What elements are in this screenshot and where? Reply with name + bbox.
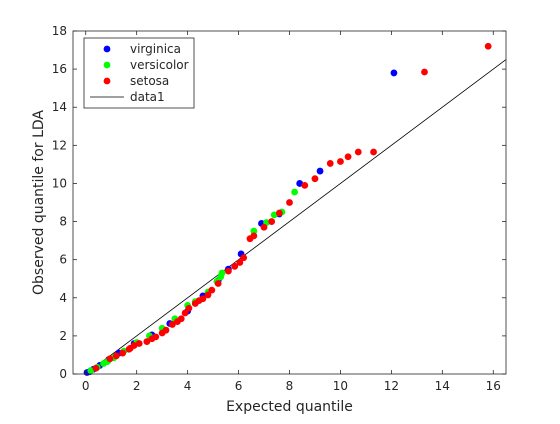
point-setosa <box>106 355 114 363</box>
y-axis-label: Observed quantile for LDA <box>31 110 47 295</box>
x-tick-label: 12 <box>384 379 399 393</box>
legend-label-versicolor: versicolor <box>130 58 189 72</box>
point-setosa <box>208 286 216 294</box>
y-tick-label: 2 <box>59 329 67 343</box>
point-setosa <box>421 68 428 76</box>
y-tick-label: 18 <box>52 24 67 38</box>
reference-line-data1 <box>85 59 507 375</box>
point-setosa <box>143 338 151 346</box>
point-setosa <box>130 342 138 349</box>
y-ticks: 0 2 4 6 8 10 12 14 16 18 <box>52 24 506 381</box>
point-virginica <box>390 69 398 77</box>
y-tick-label: 0 <box>59 367 67 381</box>
point-setosa <box>119 349 127 357</box>
point-setosa <box>240 254 248 262</box>
point-versicolor <box>218 269 226 277</box>
point-setosa <box>204 291 212 299</box>
y-tick-label: 14 <box>52 100 67 114</box>
point-setosa <box>231 262 239 270</box>
point-setosa <box>260 223 268 231</box>
y-tick-label: 8 <box>59 215 67 229</box>
point-setosa <box>326 160 334 167</box>
point-setosa <box>177 315 185 323</box>
point-versicolor <box>291 188 298 196</box>
point-setosa <box>337 158 344 165</box>
x-tick-label: 10 <box>333 379 348 393</box>
point-setosa <box>152 333 160 341</box>
x-axis-label: Expected quantile <box>226 399 353 415</box>
point-setosa <box>224 267 232 275</box>
point-setosa <box>484 42 492 50</box>
x-tick-label: 14 <box>435 379 450 393</box>
point-setosa <box>162 326 170 334</box>
point-setosa <box>344 153 352 161</box>
x-tick-label: 2 <box>133 379 141 393</box>
point-setosa <box>92 364 100 372</box>
point-setosa <box>275 209 283 217</box>
points-layer <box>83 42 492 376</box>
point-versicolor <box>87 367 95 374</box>
point-setosa <box>199 295 207 303</box>
y-tick-label: 6 <box>59 253 67 267</box>
point-setosa <box>311 175 319 183</box>
point-setosa <box>354 148 362 156</box>
y-tick-label: 16 <box>52 62 67 76</box>
point-setosa <box>250 232 258 240</box>
y-tick-label: 12 <box>52 138 67 152</box>
y-tick-label: 4 <box>59 291 67 305</box>
reference-line-layer <box>85 59 507 375</box>
point-virginica <box>316 167 324 175</box>
point-setosa <box>301 181 309 189</box>
point-setosa <box>185 304 193 312</box>
point-setosa <box>135 340 143 347</box>
point-setosa <box>181 309 189 317</box>
point-setosa <box>370 148 377 156</box>
point-versicolor <box>270 211 278 219</box>
x-tick-label: 6 <box>235 379 243 393</box>
legend-swatch-versicolor <box>103 61 111 69</box>
point-setosa <box>268 218 276 225</box>
y-tick-label: 10 <box>52 176 67 190</box>
point-setosa <box>168 321 176 328</box>
legend-label-data1: data1 <box>130 90 165 104</box>
point-setosa <box>214 280 222 287</box>
legend: virginica versicolor setosa data1 <box>83 37 195 109</box>
point-setosa <box>286 199 293 206</box>
legend-label-setosa: setosa <box>130 74 169 88</box>
point-setosa <box>112 352 120 360</box>
point-virginica <box>296 180 304 187</box>
x-tick-label: 16 <box>486 379 501 393</box>
x-tick-label: 4 <box>184 379 192 393</box>
point-versicolor <box>250 227 258 235</box>
x-tick-label: 0 <box>82 379 90 393</box>
x-ticks: 0 2 4 6 8 10 12 14 16 <box>82 31 501 393</box>
legend-box <box>83 37 195 109</box>
legend-label-virginica: virginica <box>130 42 181 56</box>
legend-swatch-virginica <box>103 45 111 53</box>
x-tick-label: 8 <box>286 379 294 393</box>
legend-swatch-setosa <box>103 77 111 85</box>
point-setosa <box>236 259 244 266</box>
